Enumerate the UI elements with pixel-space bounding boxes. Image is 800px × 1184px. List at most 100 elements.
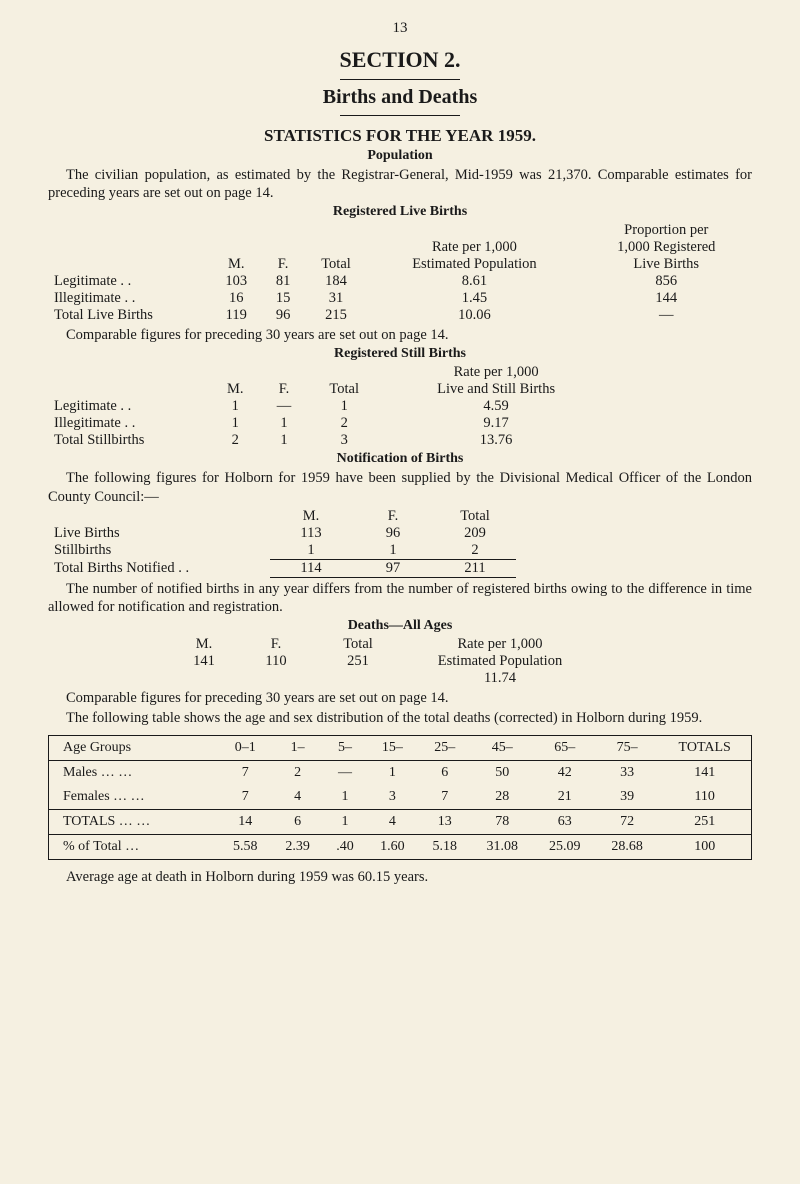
col-head: F. <box>352 508 434 525</box>
col-head: Total <box>312 636 404 653</box>
cell: 4 <box>271 785 323 810</box>
rlb-heading: Registered Live Births <box>48 204 752 220</box>
col-head: Proportion per <box>581 222 752 239</box>
cell: 6 <box>271 810 323 835</box>
col-head: 75– <box>596 736 658 761</box>
cell: 7 <box>219 785 271 810</box>
table-row: Stillbirths 1 1 2 <box>48 542 516 560</box>
cell: 14 <box>219 810 271 835</box>
cell: 251 <box>312 653 404 670</box>
col-head: 1– <box>271 736 323 761</box>
cell: 21 <box>533 785 595 810</box>
rsb-table: Rate per 1,000 M. F. Total Live and Stil… <box>48 364 611 449</box>
cell: 103 <box>210 273 262 290</box>
cell: 1 <box>324 810 366 835</box>
cell: 81 <box>262 273 303 290</box>
col-head: Estimated Population <box>368 256 580 273</box>
rlb-footnote: Comparable figures for preceding 30 year… <box>48 326 752 344</box>
footer-text: Average age at death in Holborn during 1… <box>48 868 752 886</box>
age-table: Age Groups 0–1 1– 5– 15– 25– 45– 65– 75–… <box>48 735 752 860</box>
cell: 4.59 <box>381 398 611 415</box>
cell: 31.08 <box>471 835 533 860</box>
notif-heading: Notification of Births <box>48 451 752 467</box>
cell: 1 <box>210 398 261 415</box>
cell: 1 <box>270 542 352 560</box>
cell: 42 <box>533 761 595 786</box>
cell: 1.60 <box>366 835 418 860</box>
cell: 16 <box>210 290 262 307</box>
col-head: 0–1 <box>219 736 271 761</box>
table-row: Rate per 1,000 <box>48 364 611 381</box>
cell: 28.68 <box>596 835 658 860</box>
rlb-table: Proportion per Rate per 1,000 1,000 Regi… <box>48 222 752 324</box>
rsb-heading: Registered Still Births <box>48 346 752 362</box>
table-row: M. F. Total Live and Still Births <box>48 381 611 398</box>
cell: 1.45 <box>368 290 580 307</box>
cell: 856 <box>581 273 752 290</box>
col-head: Rate per 1,000 <box>368 239 580 256</box>
cell: 119 <box>210 307 262 324</box>
table-row: Males … … 7 2 — 1 6 50 42 33 141 <box>49 761 752 786</box>
cell: 1 <box>352 542 434 560</box>
row-label: % of Total … <box>49 835 220 860</box>
page-container: 13 SECTION 2. Births and Deaths STATISTI… <box>0 0 800 908</box>
cell: 97 <box>352 559 434 577</box>
cell: 113 <box>270 525 352 542</box>
table-row: 141 110 251 Estimated Population <box>168 653 596 670</box>
notif-footnote: The number of notified births in any yea… <box>48 580 752 616</box>
cell: 33 <box>596 761 658 786</box>
cell: 63 <box>533 810 595 835</box>
table-row: M. F. Total Estimated Population Live Bi… <box>48 256 752 273</box>
cell: 1 <box>261 432 308 449</box>
cell: — <box>324 761 366 786</box>
cell: 211 <box>434 559 516 577</box>
col-head: Rate per 1,000 <box>404 636 596 653</box>
row-label: Legitimate . . <box>48 273 210 290</box>
row-label: Illegitimate . . <box>48 415 210 432</box>
table-row: Total Births Notified . . 114 97 211 <box>48 559 516 577</box>
col-head: M. <box>168 636 240 653</box>
table-row: Total Live Births 119 96 215 10.06 — <box>48 307 752 324</box>
cell: 39 <box>596 785 658 810</box>
row-label: Live Births <box>48 525 270 542</box>
cell: — <box>261 398 308 415</box>
cell: 1 <box>261 415 308 432</box>
cell: 3 <box>307 432 381 449</box>
stats-title: STATISTICS FOR THE YEAR 1959. <box>48 126 752 146</box>
table-row: M. F. Total <box>48 508 516 525</box>
row-label: Total Live Births <box>48 307 210 324</box>
row-label: Females … … <box>49 785 220 810</box>
table-row: Legitimate . . 1 — 1 4.59 <box>48 398 611 415</box>
notif-intro: The following figures for Holborn for 19… <box>48 469 752 505</box>
cell: .40 <box>324 835 366 860</box>
cell: 2 <box>271 761 323 786</box>
cell: 114 <box>270 559 352 577</box>
cell: 215 <box>304 307 369 324</box>
col-head: Total <box>304 256 369 273</box>
cell: 5.18 <box>419 835 471 860</box>
deaths-heading: Deaths—All Ages <box>48 618 752 634</box>
col-head: TOTALS <box>658 736 751 761</box>
col-head: 15– <box>366 736 418 761</box>
cell: 5.58 <box>219 835 271 860</box>
col-head: M. <box>210 381 261 398</box>
cell: 28 <box>471 785 533 810</box>
cell: 96 <box>262 307 303 324</box>
table-row: Rate per 1,000 1,000 Registered <box>48 239 752 256</box>
cell: 141 <box>168 653 240 670</box>
table-row: TOTALS … … 14 6 1 4 13 78 63 72 251 <box>49 810 752 835</box>
cell: 11.74 <box>404 670 596 687</box>
cell: 2 <box>434 542 516 560</box>
notif-table: M. F. Total Live Births 113 96 209 Still… <box>48 508 516 578</box>
col-head: Total <box>434 508 516 525</box>
col-head: F. <box>261 381 308 398</box>
page-number: 13 <box>48 20 752 37</box>
cell: 1 <box>210 415 261 432</box>
col-head: F. <box>240 636 312 653</box>
population-heading: Population <box>48 148 752 164</box>
row-label: Legitimate . . <box>48 398 210 415</box>
table-row: Illegitimate . . 1 1 2 9.17 <box>48 415 611 432</box>
cell: 100 <box>658 835 751 860</box>
cell: 209 <box>434 525 516 542</box>
cell: 2 <box>307 415 381 432</box>
